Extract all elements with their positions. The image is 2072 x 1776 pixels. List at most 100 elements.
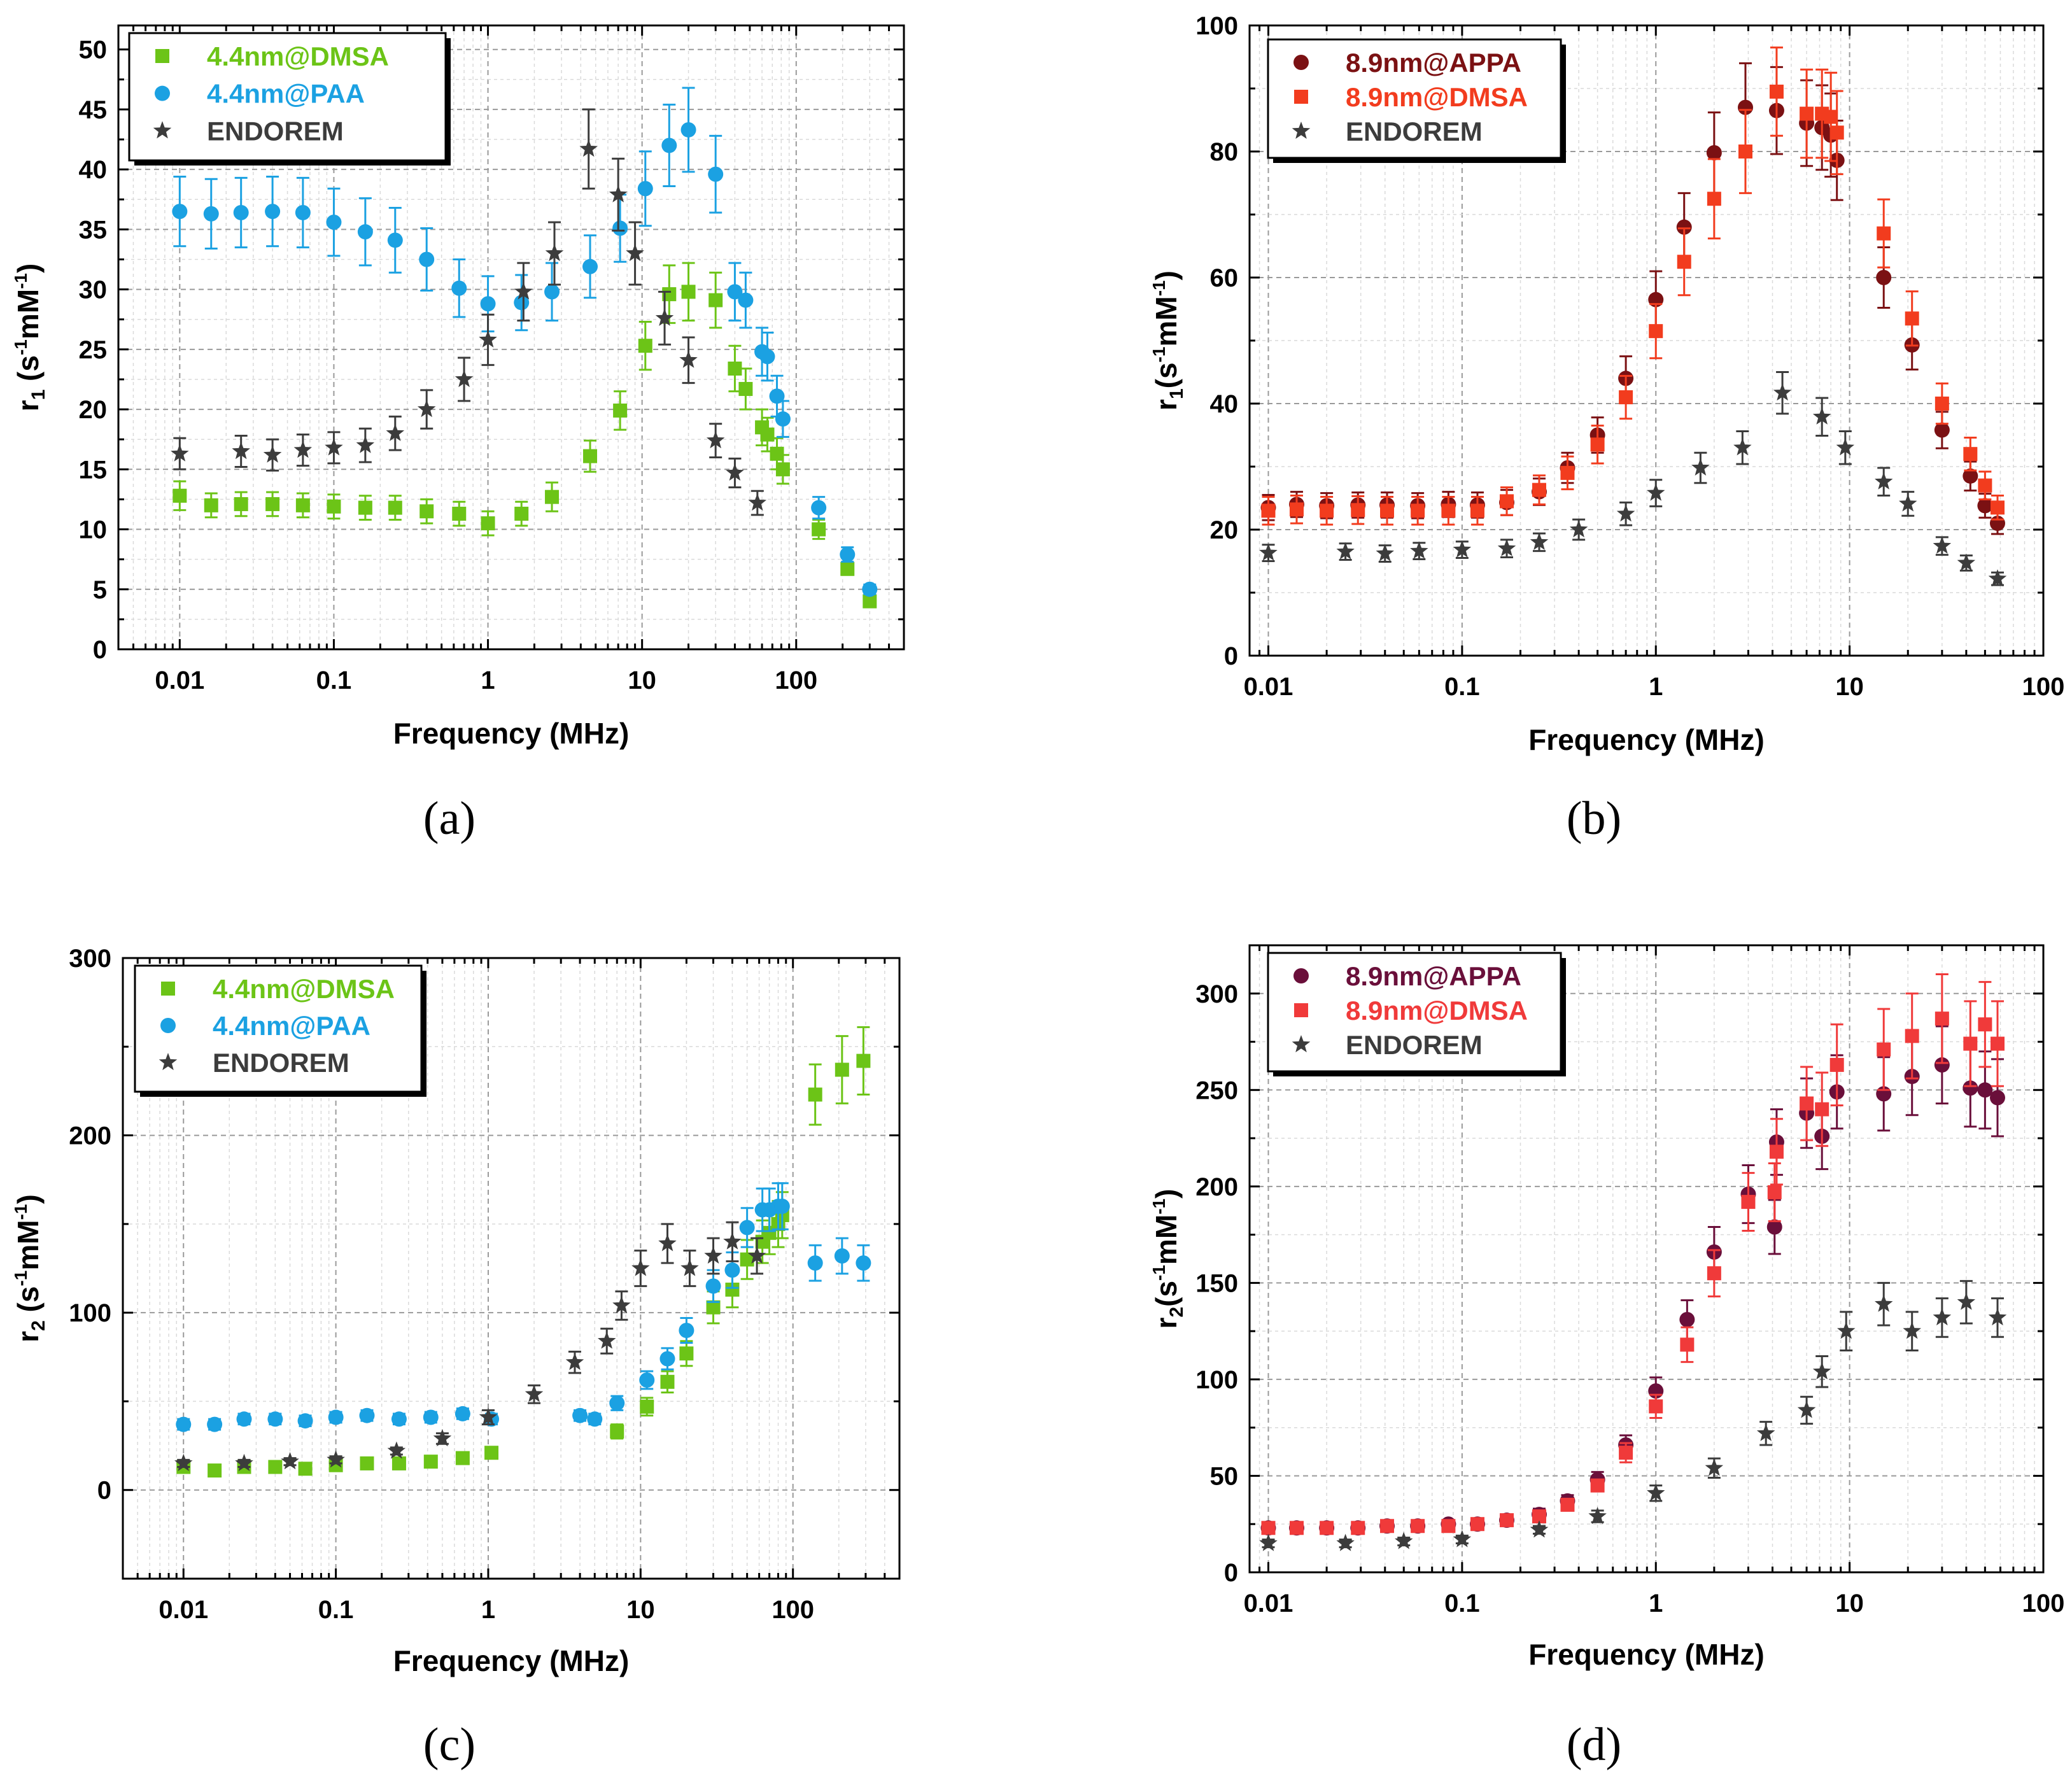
chart-a-ytick-label: 20 (79, 396, 108, 424)
chart-c-data-point (455, 1406, 470, 1421)
chart-c-marker (609, 1395, 625, 1411)
chart-a-data-point (582, 234, 598, 299)
chart-d-marker (1935, 1011, 1949, 1026)
chart-a-marker (613, 403, 628, 418)
chart-b-marker (1963, 447, 1978, 462)
chart-c-ytick-label: 100 (69, 1299, 111, 1327)
chart-d-data-point (1500, 1513, 1514, 1528)
chart-c-data-point (612, 1290, 631, 1321)
chart-c-legend-symbol (161, 982, 175, 996)
chart-c-data-point (328, 1409, 344, 1425)
chart-a-marker (545, 244, 564, 262)
chart-a-marker (840, 547, 856, 563)
chart-b-data-point (1441, 496, 1456, 526)
chart-a-grid (118, 25, 904, 649)
chart-b-marker (1497, 539, 1516, 556)
chart-d-marker (1769, 1145, 1784, 1159)
chart-c-data-point (856, 1244, 871, 1282)
chart-a-data-point (173, 480, 187, 511)
chart-b-xtick-label: 100 (2022, 673, 2065, 701)
chart-a-marker (661, 137, 677, 153)
chart-b-data-point (1978, 470, 1992, 500)
chart-d-data-point (1590, 1478, 1605, 1493)
chart-d-marker (1812, 1362, 1831, 1379)
chart-a-data-point (325, 431, 343, 465)
chart-d-marker (1530, 1520, 1549, 1538)
chart-a-y-axis-title-part: 1 (28, 390, 49, 400)
chart-c-data-point (610, 1423, 624, 1440)
chart-c-data-point (433, 1428, 452, 1447)
chart-d-data-point (1705, 1457, 1724, 1479)
chart-d-marker (1705, 1458, 1724, 1476)
chart-a-legend-label: 4.4nm@DMSA (207, 41, 389, 71)
chart-b-data-point (1990, 495, 2005, 521)
chart-a-marker (295, 205, 311, 220)
chart-c-data-point (360, 1456, 374, 1470)
chart-c-data-point (704, 1237, 722, 1275)
chart-c-marker (658, 1234, 677, 1251)
chart-c-data-point (631, 1250, 650, 1287)
chart-b-ytick-label: 40 (1210, 390, 1239, 418)
chart-c-y-axis-title: r2 (s-1mM-1) (11, 1194, 49, 1343)
chart-d-legend-label: 8.9nm@APPA (1346, 961, 1521, 991)
chart-d-data-point (1957, 1279, 1976, 1325)
chart-a-y-axis-title-part: r (11, 400, 45, 411)
chart-c-marker (391, 1411, 407, 1427)
chart-a-data-point (419, 498, 434, 525)
chart-b-data-point (1963, 436, 1978, 472)
chart-d-marker (1977, 1082, 1993, 1098)
chart-b-marker (1500, 494, 1514, 509)
chart-c-marker (856, 1054, 871, 1068)
chart-d-data-point (1903, 1311, 1921, 1351)
chart-d-data-point (1351, 1521, 1365, 1535)
chart-c-marker (176, 1416, 192, 1432)
chart-a-marker (295, 498, 310, 512)
chart-b-y-axis-title-part: -1 (1149, 347, 1169, 363)
chart-a-data-point (613, 390, 628, 431)
chart-c-marker (208, 1463, 222, 1478)
chart-a-marker (388, 500, 402, 515)
chart-b-xtick-label: 1 (1649, 673, 1663, 701)
chart-a-marker (419, 251, 435, 267)
chart-a-xtick-label: 0.1 (316, 666, 352, 694)
chart-c-y-axis-title-part: -1 (11, 1271, 31, 1286)
chart-a-ytick-label: 15 (79, 456, 108, 484)
chart-d-data-point (1800, 1066, 1814, 1141)
chart-d-marker (1978, 1017, 1992, 1032)
chart-a-data-point (811, 496, 827, 520)
chart-c-data-point (176, 1416, 192, 1432)
chart-a-data-point (455, 356, 474, 402)
chart-b-legend-symbol (1293, 55, 1309, 70)
chart-c-marker (484, 1446, 499, 1460)
chart-a-data-point (234, 491, 248, 518)
chart-d-marker (1647, 1483, 1665, 1501)
chart-c-marker (297, 1413, 313, 1429)
chart-d-data-point (1619, 1442, 1633, 1463)
chart-a-marker (514, 295, 530, 311)
chart-a-marker (582, 258, 598, 274)
chart-d-marker (1588, 1507, 1607, 1525)
chart-a-data-point (171, 437, 189, 470)
chart-a-legend-box (128, 32, 447, 162)
chart-b-legend-label: 8.9nm@DMSA (1346, 82, 1528, 112)
chart-d-marker (1649, 1399, 1663, 1414)
chart-c-data-point (423, 1409, 439, 1425)
chart-b-data-point (1877, 198, 1891, 269)
chart-c-marker (725, 1282, 740, 1297)
chart-d-marker (1259, 1533, 1278, 1551)
chart-a-marker (769, 388, 785, 404)
chart-d-marker (1470, 1517, 1484, 1532)
chart-c-data-point (525, 1384, 544, 1404)
chart-a-marker (726, 463, 744, 481)
chart-c-marker (391, 1456, 406, 1470)
chart-c-legend-box (134, 964, 423, 1093)
chart-a-data-point (637, 150, 653, 227)
chart-a-marker (358, 500, 372, 515)
chart-b-data-point (1836, 430, 1855, 465)
chart-d-x-axis-title: Frequency (MHz) (1528, 1638, 1765, 1671)
chart-c-marker (706, 1300, 721, 1314)
chart-a-data-point (544, 262, 560, 322)
chart-c-data-point (598, 1327, 616, 1355)
chart-a-marker (840, 561, 855, 576)
